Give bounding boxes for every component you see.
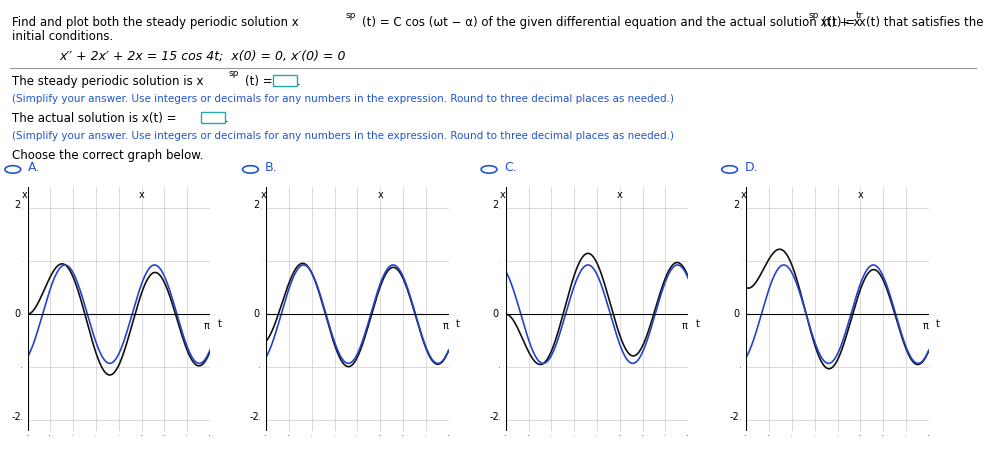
Text: x′′ + 2x′ + 2x = 15 cos 4t;  x(0) = 0, x′(0) = 0: x′′ + 2x′ + 2x = 15 cos 4t; x(0) = 0, x′… (59, 49, 346, 62)
Text: π: π (443, 321, 449, 331)
Text: Find and plot both the steady periodic solution x: Find and plot both the steady periodic s… (12, 16, 299, 29)
Text: initial conditions.: initial conditions. (12, 30, 113, 44)
Text: sp: sp (345, 11, 356, 20)
Text: sp: sp (229, 69, 240, 78)
Text: tr: tr (856, 11, 863, 20)
Text: C.: C. (504, 161, 517, 174)
Text: The actual solution is x(t) =: The actual solution is x(t) = (12, 112, 180, 125)
Text: The steady periodic solution is x: The steady periodic solution is x (12, 75, 203, 88)
Text: 2: 2 (734, 200, 740, 210)
Text: (Simplify your answer. Use integers or decimals for any numbers in the expressio: (Simplify your answer. Use integers or d… (12, 131, 673, 141)
Text: .: . (297, 75, 301, 88)
Text: -2: -2 (730, 412, 740, 422)
Text: (Simplify your answer. Use integers or decimals for any numbers in the expressio: (Simplify your answer. Use integers or d… (12, 94, 673, 103)
Text: π: π (682, 321, 688, 331)
Text: t: t (217, 319, 221, 329)
Text: x: x (378, 190, 384, 200)
Text: x: x (858, 190, 864, 200)
Text: A.: A. (28, 161, 39, 174)
Text: π: π (204, 321, 210, 331)
Text: t: t (456, 319, 459, 329)
Text: Choose the correct graph below.: Choose the correct graph below. (12, 149, 203, 162)
Text: (t) =: (t) = (245, 75, 276, 88)
FancyBboxPatch shape (273, 75, 297, 86)
Text: π: π (923, 321, 929, 331)
Text: (t) + x: (t) + x (822, 16, 861, 29)
Text: 0: 0 (734, 309, 740, 319)
Text: (t) that satisfies the given: (t) that satisfies the given (866, 16, 986, 29)
Text: t: t (695, 319, 699, 329)
Text: D.: D. (744, 161, 758, 174)
Text: x: x (22, 190, 28, 200)
Text: 0: 0 (253, 309, 259, 319)
Text: (t) = C cos (ωt − α) of the given differential equation and the actual solution : (t) = C cos (ωt − α) of the given differ… (362, 16, 866, 29)
Text: -2: -2 (249, 412, 259, 422)
Text: 2: 2 (253, 200, 259, 210)
Text: x: x (740, 190, 746, 200)
Text: -2: -2 (489, 412, 499, 422)
Text: 0: 0 (493, 309, 499, 319)
Text: 2: 2 (493, 200, 499, 210)
Text: 0: 0 (15, 309, 21, 319)
Text: x: x (139, 190, 145, 200)
Text: x: x (500, 190, 506, 200)
Text: x: x (617, 190, 623, 200)
FancyBboxPatch shape (201, 112, 225, 123)
Text: B.: B. (265, 161, 278, 174)
Text: t: t (936, 319, 940, 329)
Text: -2: -2 (11, 412, 21, 422)
Text: sp: sp (809, 11, 819, 20)
Text: x: x (260, 190, 266, 200)
Text: 2: 2 (15, 200, 21, 210)
Text: .: . (225, 112, 229, 125)
